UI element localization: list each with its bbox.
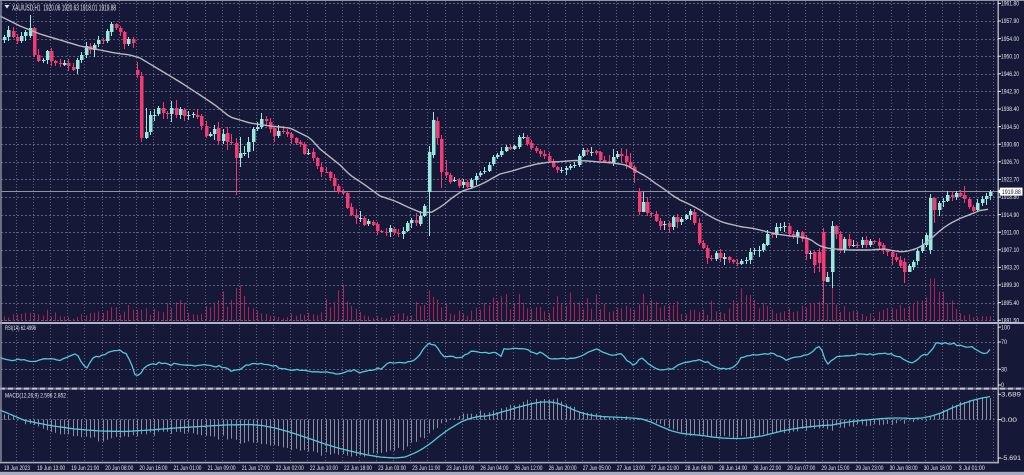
svg-text:19 Jun 13:00: 19 Jun 13:00 (37, 465, 65, 472)
svg-text:1954.00: 1954.00 (1001, 36, 1019, 43)
svg-text:1926.70: 1926.70 (1001, 159, 1019, 166)
svg-text:XAU/USD,H1 1920.06 1920.63 19: XAU/USD,H1 1920.06 1920.63 1918.01 1919.… (12, 4, 116, 13)
svg-text:30: 30 (1001, 367, 1007, 374)
svg-text:1918.80: 1918.80 (1001, 194, 1019, 201)
svg-text:29 Jun 23:00: 29 Jun 23:00 (856, 465, 884, 472)
svg-text:19 Jun 2023: 19 Jun 2023 (4, 465, 30, 472)
svg-text:100: 100 (1001, 324, 1010, 331)
svg-text:1938.40: 1938.40 (1001, 106, 1019, 113)
svg-text:1961.80: 1961.80 (1001, 1, 1019, 8)
svg-text:19 Jun 21:00: 19 Jun 21:00 (71, 465, 99, 472)
svg-text:1891.50: 1891.50 (1001, 317, 1019, 324)
svg-text:28 Jun 22:00: 28 Jun 22:00 (753, 465, 781, 472)
svg-text:27 Jun 13:00: 27 Jun 13:00 (617, 465, 645, 472)
svg-text:23 Jun 19:00: 23 Jun 19:00 (446, 465, 474, 472)
svg-text:MACD(12,26,9) 2.596 2.852: MACD(12,26,9) 2.596 2.852 (5, 393, 66, 400)
svg-text:1930.60: 1930.60 (1001, 141, 1019, 148)
svg-text:1922.70: 1922.70 (1001, 177, 1019, 184)
svg-text:21 Jun 01:00: 21 Jun 01:00 (174, 465, 202, 472)
svg-text:1895.40: 1895.40 (1001, 300, 1019, 307)
svg-text:1911.00: 1911.00 (1001, 229, 1019, 236)
svg-text:RSI(14) 62.4996: RSI(14) 62.4996 (5, 325, 36, 332)
svg-text:22 Jun 10:00: 22 Jun 10:00 (310, 465, 338, 472)
svg-text:26 Jun 20:00: 26 Jun 20:00 (549, 465, 577, 472)
svg-text:1934.50: 1934.50 (1001, 124, 1019, 131)
svg-text:0: 0 (1001, 382, 1004, 389)
svg-text:22 Jun 18:00: 22 Jun 18:00 (344, 465, 372, 472)
svg-text:29 Jun 07:00: 29 Jun 07:00 (787, 465, 815, 472)
svg-text:28 Jun 06:00: 28 Jun 06:00 (685, 465, 713, 472)
svg-text:26 Jun 04:00: 26 Jun 04:00 (480, 465, 508, 472)
svg-text:27 Jun 05:00: 27 Jun 05:00 (583, 465, 611, 472)
svg-text:20 Jun 16:00: 20 Jun 16:00 (139, 465, 167, 472)
svg-text:1950.10: 1950.10 (1001, 53, 1019, 60)
svg-text:28 Jun 14:00: 28 Jun 14:00 (719, 465, 747, 472)
svg-text:23 Jun 03:00: 23 Jun 03:00 (378, 465, 406, 472)
svg-text:1919.88: 1919.88 (1002, 189, 1021, 196)
svg-text:22 Jun 02:00: 22 Jun 02:00 (276, 465, 304, 472)
svg-text:1899.30: 1899.30 (1001, 282, 1019, 289)
svg-text:21 Jun 09:00: 21 Jun 09:00 (208, 465, 236, 472)
svg-text:1903.20: 1903.20 (1001, 265, 1019, 272)
svg-text:1942.30: 1942.30 (1001, 89, 1019, 96)
svg-text:70: 70 (1001, 339, 1007, 346)
svg-text:30 Jun 08:00: 30 Jun 08:00 (890, 465, 918, 472)
svg-text:-5.691: -5.691 (1001, 455, 1022, 462)
svg-text:23 Jun 11:00: 23 Jun 11:00 (412, 465, 440, 472)
svg-text:1957.90: 1957.90 (1001, 18, 1019, 25)
svg-text:27 Jun 21:00: 27 Jun 21:00 (651, 465, 679, 472)
svg-text:21 Jun 17:00: 21 Jun 17:00 (242, 465, 270, 472)
svg-text:20 Jun 08:00: 20 Jun 08:00 (105, 465, 133, 472)
svg-text:1914.90: 1914.90 (1001, 212, 1019, 219)
svg-text:30 Jun 16:00: 30 Jun 16:00 (924, 465, 952, 472)
svg-text:29 Jun 15:00: 29 Jun 15:00 (821, 465, 849, 472)
svg-text:1907.10: 1907.10 (1001, 247, 1019, 254)
svg-text:3.689: 3.689 (1001, 391, 1022, 398)
svg-text:0.00: 0.00 (1001, 417, 1018, 424)
svg-text:1946.20: 1946.20 (1001, 71, 1019, 78)
svg-text:26 Jun 12:00: 26 Jun 12:00 (515, 465, 543, 472)
svg-text:3 Jul 01:00: 3 Jul 01:00 (959, 465, 985, 472)
